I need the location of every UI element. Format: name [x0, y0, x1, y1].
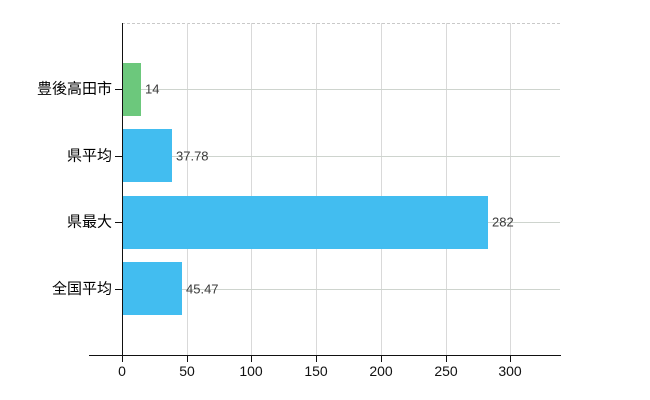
x-axis-tick [381, 356, 382, 362]
vertical-gridline [316, 23, 317, 355]
x-tick-label: 0 [118, 363, 126, 379]
x-axis-tick [446, 356, 447, 362]
y-axis-tick [115, 89, 122, 90]
value-label: 14 [145, 81, 160, 97]
y-axis-tick [115, 289, 122, 290]
x-axis-tick [316, 356, 317, 362]
x-axis-line [89, 355, 561, 356]
x-axis-tick [122, 356, 123, 362]
vertical-gridline [446, 23, 447, 355]
x-tick-label: 250 [434, 363, 458, 379]
y-axis-tick [115, 222, 122, 223]
horizontal-gridline [122, 156, 560, 157]
plot-area-top-border [122, 23, 560, 24]
category-label: 豊後高田市 [36, 80, 112, 98]
bar-1 [123, 63, 141, 116]
value-label: 282 [492, 214, 514, 230]
x-axis-tick [187, 356, 188, 362]
x-tick-label: 200 [369, 363, 393, 379]
x-tick-label: 50 [179, 363, 195, 379]
horizontal-gridline [122, 89, 560, 90]
y-axis-tick [115, 156, 122, 157]
x-tick-label: 150 [304, 363, 328, 379]
category-label: 全国平均 [51, 280, 112, 298]
vertical-gridline [251, 23, 252, 355]
category-label: 県最大 [66, 213, 112, 231]
bar-4 [123, 262, 182, 315]
vertical-gridline [381, 23, 382, 355]
vertical-gridline [510, 23, 511, 355]
vertical-gridline [187, 23, 188, 355]
x-tick-label: 100 [239, 363, 263, 379]
y-axis-line [122, 23, 123, 356]
x-tick-label: 300 [498, 363, 522, 379]
bar-3 [123, 196, 488, 249]
value-label: 37.78 [176, 148, 209, 164]
x-axis-tick [510, 356, 511, 362]
category-label: 県平均 [66, 147, 112, 165]
value-label: 45.47 [186, 281, 219, 297]
horizontal-gridline [122, 289, 560, 290]
x-axis-tick [251, 356, 252, 362]
bar-2 [123, 129, 172, 182]
